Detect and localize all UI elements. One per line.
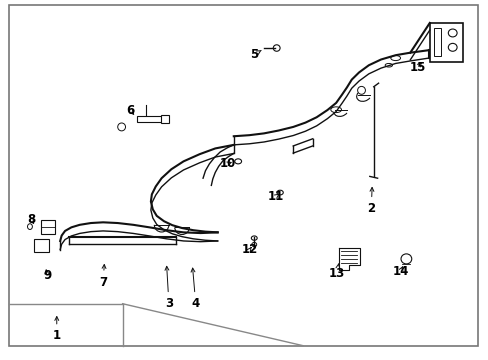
Bar bbox=[160, 115, 169, 123]
Bar bbox=[433, 28, 440, 56]
Text: 8: 8 bbox=[27, 213, 35, 226]
Ellipse shape bbox=[251, 236, 257, 240]
Ellipse shape bbox=[330, 107, 341, 113]
Text: 9: 9 bbox=[43, 269, 51, 282]
Bar bbox=[137, 116, 163, 122]
Ellipse shape bbox=[118, 123, 125, 131]
Ellipse shape bbox=[273, 45, 280, 51]
Text: 13: 13 bbox=[328, 264, 345, 280]
Ellipse shape bbox=[276, 190, 283, 195]
Text: 10: 10 bbox=[219, 157, 235, 170]
Text: 4: 4 bbox=[191, 268, 200, 310]
FancyBboxPatch shape bbox=[41, 220, 55, 234]
Text: 2: 2 bbox=[366, 188, 375, 215]
Text: 7: 7 bbox=[99, 265, 107, 289]
Text: 15: 15 bbox=[408, 60, 425, 73]
Ellipse shape bbox=[390, 55, 400, 60]
Text: 3: 3 bbox=[164, 266, 173, 310]
Ellipse shape bbox=[447, 29, 456, 37]
Bar bbox=[429, 23, 462, 62]
Ellipse shape bbox=[251, 242, 256, 247]
Text: 11: 11 bbox=[267, 190, 284, 203]
Text: 6: 6 bbox=[125, 104, 134, 117]
Text: 14: 14 bbox=[391, 265, 408, 278]
Ellipse shape bbox=[447, 43, 456, 51]
Ellipse shape bbox=[234, 159, 241, 164]
FancyBboxPatch shape bbox=[34, 239, 49, 252]
Ellipse shape bbox=[357, 86, 365, 94]
Text: 1: 1 bbox=[53, 316, 61, 342]
Ellipse shape bbox=[385, 63, 392, 67]
Ellipse shape bbox=[400, 254, 411, 264]
Text: 12: 12 bbox=[241, 243, 257, 256]
Text: 5: 5 bbox=[250, 48, 261, 61]
Ellipse shape bbox=[27, 224, 32, 229]
